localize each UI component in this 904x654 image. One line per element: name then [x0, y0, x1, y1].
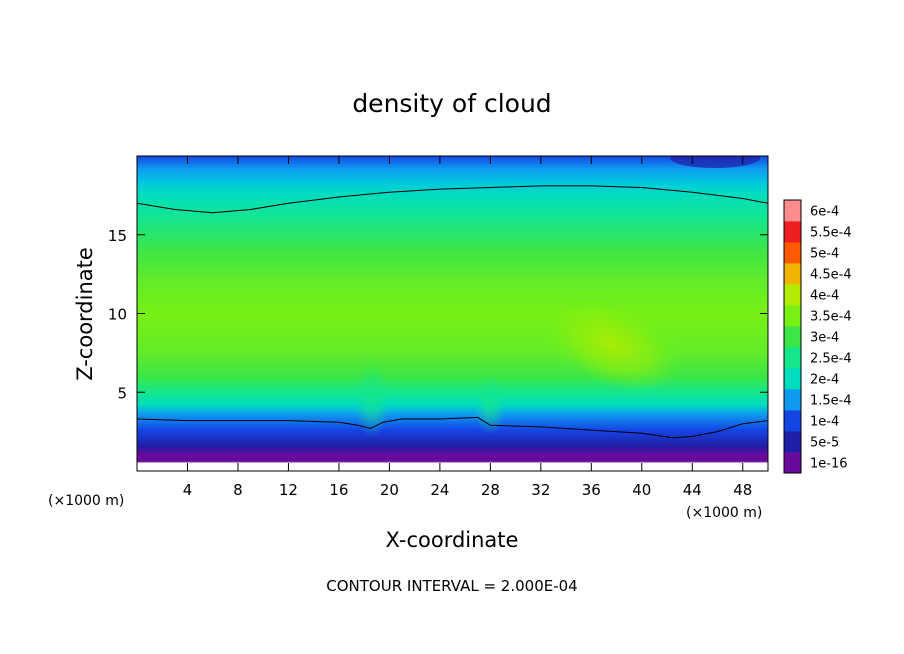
x-axis-ticks: 4 8 12 16 20 24 28 32 36 40 44 48: [183, 156, 752, 499]
contour-interval-footer: CONTOUR INTERVAL = 2.000E-04: [326, 577, 577, 595]
x-tick-label: 24: [430, 481, 449, 499]
contour-line-upper: [137, 185, 768, 214]
colorbar-label: 5e-4: [810, 247, 839, 262]
x-tick-label: 8: [233, 481, 243, 499]
colorbar-swatch: [784, 284, 801, 306]
colorbar-swatch: [784, 410, 801, 432]
colorbar-label: 6e-4: [810, 205, 839, 220]
y-axis-label: Z-coordinate: [73, 247, 97, 381]
colorbar-swatch: [784, 368, 801, 390]
x-tick-label: 4: [183, 481, 193, 499]
colorbar-swatch: [784, 200, 801, 222]
top-right-dark-patch: [670, 156, 760, 168]
colorbar-swatch: [784, 221, 801, 243]
colorbar-label: 3.5e-4: [810, 310, 852, 325]
colorbar-label: 5.5e-4: [810, 226, 852, 241]
colorbar-swatch: [784, 389, 801, 411]
chart-title: density of cloud: [352, 89, 551, 118]
colorbar-swatch: [784, 263, 801, 285]
colorbar-label: 4e-4: [810, 289, 839, 304]
x-tick-label: 48: [733, 481, 752, 499]
colorbar-swatch: [784, 242, 801, 264]
x-tick-label: 44: [683, 481, 702, 499]
colorbar-frame: [783, 199, 802, 474]
density-maximum-region: [543, 299, 681, 391]
field-fill: [137, 156, 768, 471]
y-tick-label: 15: [108, 227, 127, 245]
x-tick-label: 16: [329, 481, 348, 499]
colorbar-swatch: [784, 326, 801, 348]
x-tick-label: 36: [582, 481, 601, 499]
density-dip-left: [354, 362, 390, 438]
colorbar-swatch: [784, 305, 801, 327]
x-tick-label: 28: [481, 481, 500, 499]
y-axis-ticks: 5 10 15: [108, 227, 768, 402]
x-unit-right: (×1000 m): [686, 505, 762, 521]
x-tick-label: 32: [531, 481, 550, 499]
x-tick-label: 20: [380, 481, 399, 499]
x-unit-left: (×1000 m): [48, 493, 124, 509]
colorbar-swatch: [784, 452, 801, 474]
colorbar-label: 2e-4: [810, 373, 839, 388]
y-tick-label: 10: [108, 306, 127, 324]
colorbar-label: 1.5e-4: [810, 394, 852, 409]
colorbar-label: 2.5e-4: [810, 352, 852, 367]
x-tick-label: 12: [279, 481, 298, 499]
colorbar-label: 3e-4: [810, 331, 839, 346]
x-tick-label: 40: [632, 481, 651, 499]
colorbar-label: 4.5e-4: [810, 268, 852, 283]
colorbar-label: 1e-4: [810, 415, 839, 430]
x-axis-label: X-coordinate: [386, 528, 519, 552]
colorbar: 1e-16 5e-5 1e-4 1.5e-4 2e-4 2.5e-4 3e-4 3.5e-4 4…: [783, 199, 852, 474]
plot-area: [137, 156, 768, 471]
y-tick-label: 5: [117, 384, 127, 402]
colorbar-label: 5e-5: [810, 436, 839, 451]
colorbar-swatch: [784, 347, 801, 369]
colorbar-swatch: [784, 431, 801, 453]
contour-line-lower: [137, 416, 768, 439]
colorbar-label: 1e-16: [810, 457, 848, 472]
